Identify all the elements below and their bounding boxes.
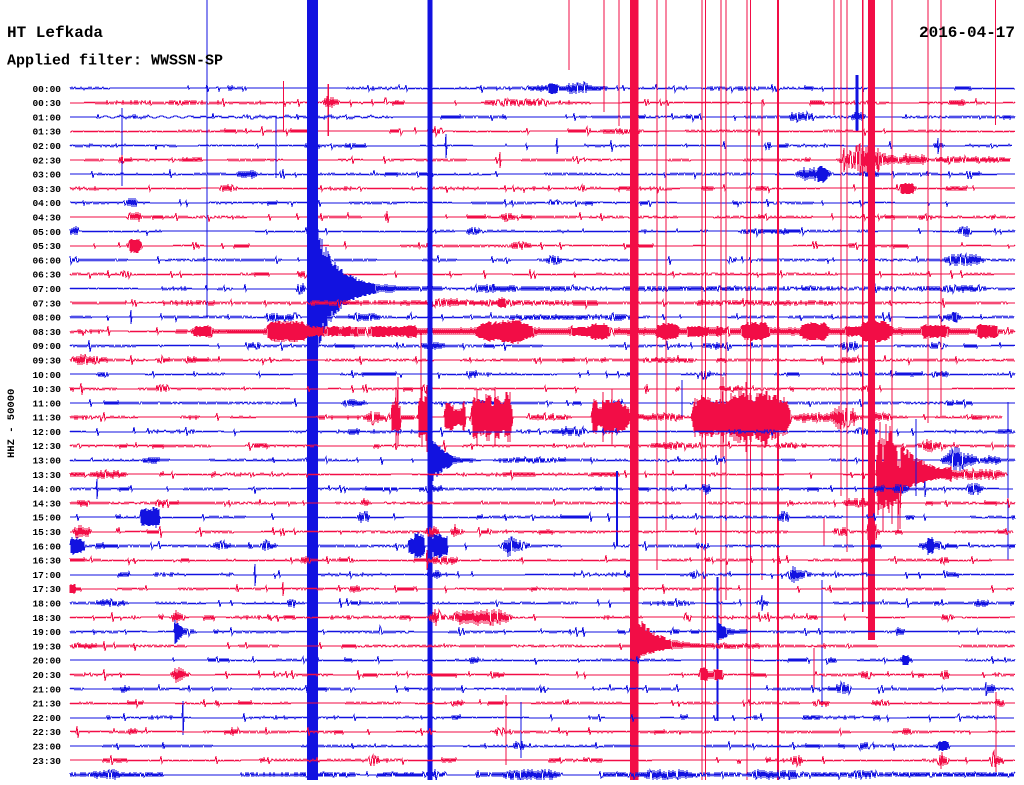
svg-text:18:00: 18:00 [32, 599, 61, 610]
svg-text:13:30: 13:30 [32, 470, 61, 481]
svg-text:17:30: 17:30 [32, 584, 61, 595]
svg-text:20:00: 20:00 [32, 656, 61, 667]
svg-text:09:00: 09:00 [32, 341, 61, 352]
svg-text:16:00: 16:00 [32, 541, 61, 552]
svg-text:18:30: 18:30 [32, 613, 61, 624]
svg-text:06:00: 06:00 [32, 255, 61, 266]
svg-text:12:00: 12:00 [32, 427, 61, 438]
svg-text:08:30: 08:30 [32, 327, 61, 338]
svg-text:HT Lefkada: HT Lefkada [7, 24, 103, 42]
svg-text:04:00: 04:00 [32, 198, 61, 209]
svg-text:14:00: 14:00 [32, 484, 61, 495]
svg-text:08:00: 08:00 [32, 313, 61, 324]
svg-text:15:30: 15:30 [32, 527, 61, 538]
svg-text:HHZ - 50000: HHZ - 50000 [6, 389, 18, 458]
svg-text:22:30: 22:30 [32, 727, 61, 738]
svg-text:22:00: 22:00 [32, 713, 61, 724]
svg-text:02:30: 02:30 [32, 155, 61, 166]
svg-text:05:00: 05:00 [32, 227, 61, 238]
svg-text:00:30: 00:30 [32, 98, 61, 109]
svg-text:00:00: 00:00 [32, 84, 61, 95]
svg-text:01:30: 01:30 [32, 127, 61, 138]
svg-text:21:00: 21:00 [32, 684, 61, 695]
svg-text:02:00: 02:00 [32, 141, 61, 152]
svg-text:10:00: 10:00 [32, 370, 61, 381]
svg-text:11:00: 11:00 [32, 398, 61, 409]
svg-text:06:30: 06:30 [32, 270, 61, 281]
svg-text:16:30: 16:30 [32, 556, 61, 567]
svg-text:14:30: 14:30 [32, 498, 61, 509]
svg-text:17:00: 17:00 [32, 570, 61, 581]
svg-text:13:00: 13:00 [32, 456, 61, 467]
svg-text:21:30: 21:30 [32, 699, 61, 710]
svg-text:03:00: 03:00 [32, 170, 61, 181]
svg-text:23:00: 23:00 [32, 742, 61, 753]
svg-text:07:00: 07:00 [32, 284, 61, 295]
svg-text:2016-04-17: 2016-04-17 [919, 24, 1015, 42]
svg-text:05:30: 05:30 [32, 241, 61, 252]
svg-text:Applied filter: WWSSN-SP: Applied filter: WWSSN-SP [7, 53, 223, 70]
svg-text:12:30: 12:30 [32, 441, 61, 452]
svg-text:03:30: 03:30 [32, 184, 61, 195]
svg-text:04:30: 04:30 [32, 213, 61, 224]
svg-text:19:00: 19:00 [32, 627, 61, 638]
svg-text:09:30: 09:30 [32, 356, 61, 367]
svg-text:10:30: 10:30 [32, 384, 61, 395]
svg-text:20:30: 20:30 [32, 670, 61, 681]
svg-text:15:00: 15:00 [32, 513, 61, 524]
svg-text:23:30: 23:30 [32, 756, 61, 767]
svg-text:01:00: 01:00 [32, 112, 61, 123]
svg-text:07:30: 07:30 [32, 298, 61, 309]
svg-text:11:30: 11:30 [32, 413, 61, 424]
svg-text:19:30: 19:30 [32, 641, 61, 652]
